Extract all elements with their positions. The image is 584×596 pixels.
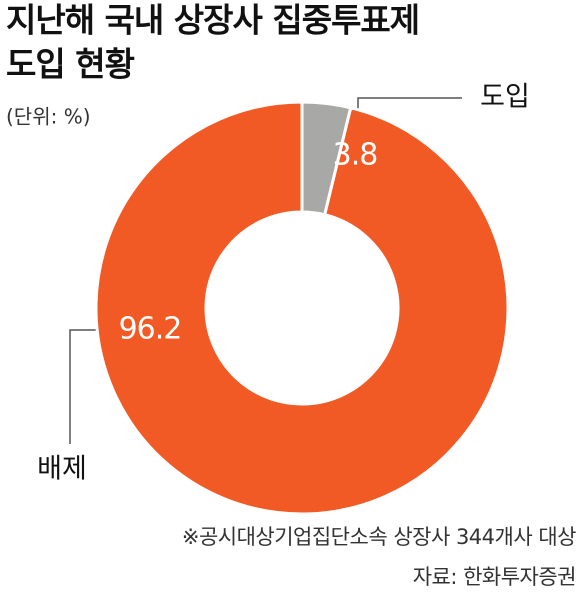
chart-title: 지난해 국내 상장사 집중투표제 bbox=[6, 1, 419, 40]
unit-label: (단위: %) bbox=[6, 105, 91, 129]
value-label: 96.2 bbox=[119, 312, 182, 347]
value-label: 3.8 bbox=[333, 138, 378, 173]
note: ※공시대상기업집단소속 상장사 344개사 대상 bbox=[182, 525, 576, 549]
source: 자료: 한화투자증권 bbox=[413, 565, 576, 589]
chart-title: 도입 현황 bbox=[6, 45, 135, 84]
category-label: 도입 bbox=[480, 82, 530, 113]
category-label: 배제 bbox=[37, 454, 87, 485]
leader-line bbox=[69, 329, 108, 444]
donut-slice bbox=[94, 100, 510, 516]
